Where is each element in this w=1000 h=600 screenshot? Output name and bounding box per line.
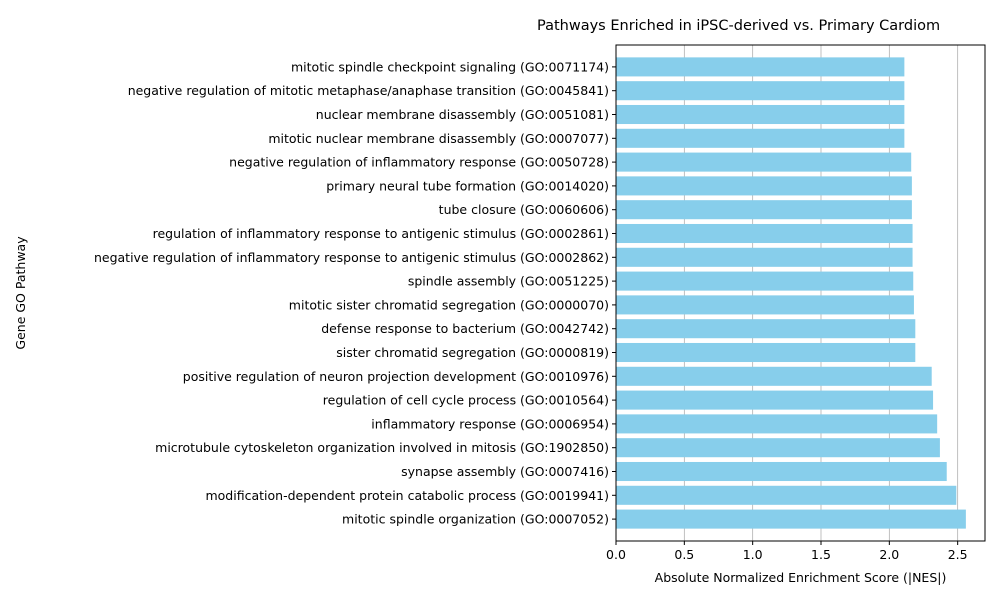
bar [616, 485, 957, 505]
y-tick-label: sister chromatid segregation (GO:0000819… [336, 345, 609, 360]
bar [616, 366, 932, 386]
x-tick-label: 2.5 [948, 547, 968, 562]
y-tick-label: synapse assembly (GO:0007416) [401, 464, 609, 479]
y-tick-label: defense response to bacterium (GO:004274… [321, 321, 609, 336]
axes [615, 44, 986, 542]
y-tick-label: microtubule cytoskeleton organization in… [155, 440, 609, 455]
bar [616, 152, 912, 172]
bar [616, 319, 916, 339]
y-tick-label: positive regulation of neuron projection… [183, 369, 609, 384]
bar [616, 57, 905, 77]
x-tick-label: 2.0 [879, 547, 899, 562]
y-tick-label: negative regulation of inflammatory resp… [94, 250, 609, 265]
y-tick-label: negative regulation of inflammatory resp… [229, 155, 609, 170]
y-axis-title: Gene GO Pathway [13, 236, 28, 350]
bar [616, 438, 940, 458]
chart-title: Pathways Enriched in iPSC-derived vs. Pr… [537, 18, 940, 34]
x-axis-ticks: 0.0 0.5 1.0 1.5 2.0 2.5 [606, 541, 968, 562]
bar [616, 390, 934, 410]
y-tick-label: inflammatory response (GO:0006954) [371, 416, 609, 431]
bar [616, 104, 905, 125]
x-tick-label: 0.5 [674, 547, 694, 562]
bar [616, 81, 905, 101]
y-tick-label: nuclear membrane disassembly (GO:0051081… [316, 107, 609, 122]
bar [616, 247, 913, 267]
bar [616, 461, 947, 482]
bar [616, 271, 914, 291]
bars [616, 57, 966, 529]
y-tick-label: regulation of inflammatory response to a… [153, 226, 609, 241]
y-tick-label: mitotic spindle organization (GO:0007052… [342, 512, 609, 527]
bar [616, 414, 938, 434]
y-tick-label: mitotic sister chromatid segregation (GO… [289, 297, 609, 312]
bar [616, 176, 912, 196]
y-tick-label: primary neural tube formation (GO:001402… [326, 178, 609, 193]
y-tick-label: mitotic nuclear membrane disassembly (GO… [268, 131, 609, 146]
plot-frame [615, 44, 986, 542]
y-tick-label: tube closure (GO:0060606) [439, 202, 609, 217]
x-tick-label: 1.5 [811, 547, 831, 562]
y-tick-label: mitotic spindle checkpoint signaling (GO… [291, 59, 609, 74]
bar [616, 200, 912, 220]
y-tick-label: spindle assembly (GO:0051225) [408, 274, 609, 289]
bar [616, 342, 916, 363]
x-axis-title: Absolute Normalized Enrichment Score (|N… [655, 570, 947, 585]
bar [616, 128, 905, 148]
bar [616, 509, 966, 529]
bar [616, 295, 914, 315]
x-tick-label: 1.0 [743, 547, 763, 562]
y-tick-label: modification-dependent protein catabolic… [205, 488, 609, 503]
y-axis-ticks: mitotic spindle organization (GO:0007052… [94, 59, 616, 527]
y-tick-label: negative regulation of mitotic metaphase… [128, 83, 609, 98]
y-tick-label: regulation of cell cycle process (GO:001… [323, 393, 609, 408]
x-tick-label: 0.0 [606, 547, 626, 562]
bar [616, 223, 913, 244]
